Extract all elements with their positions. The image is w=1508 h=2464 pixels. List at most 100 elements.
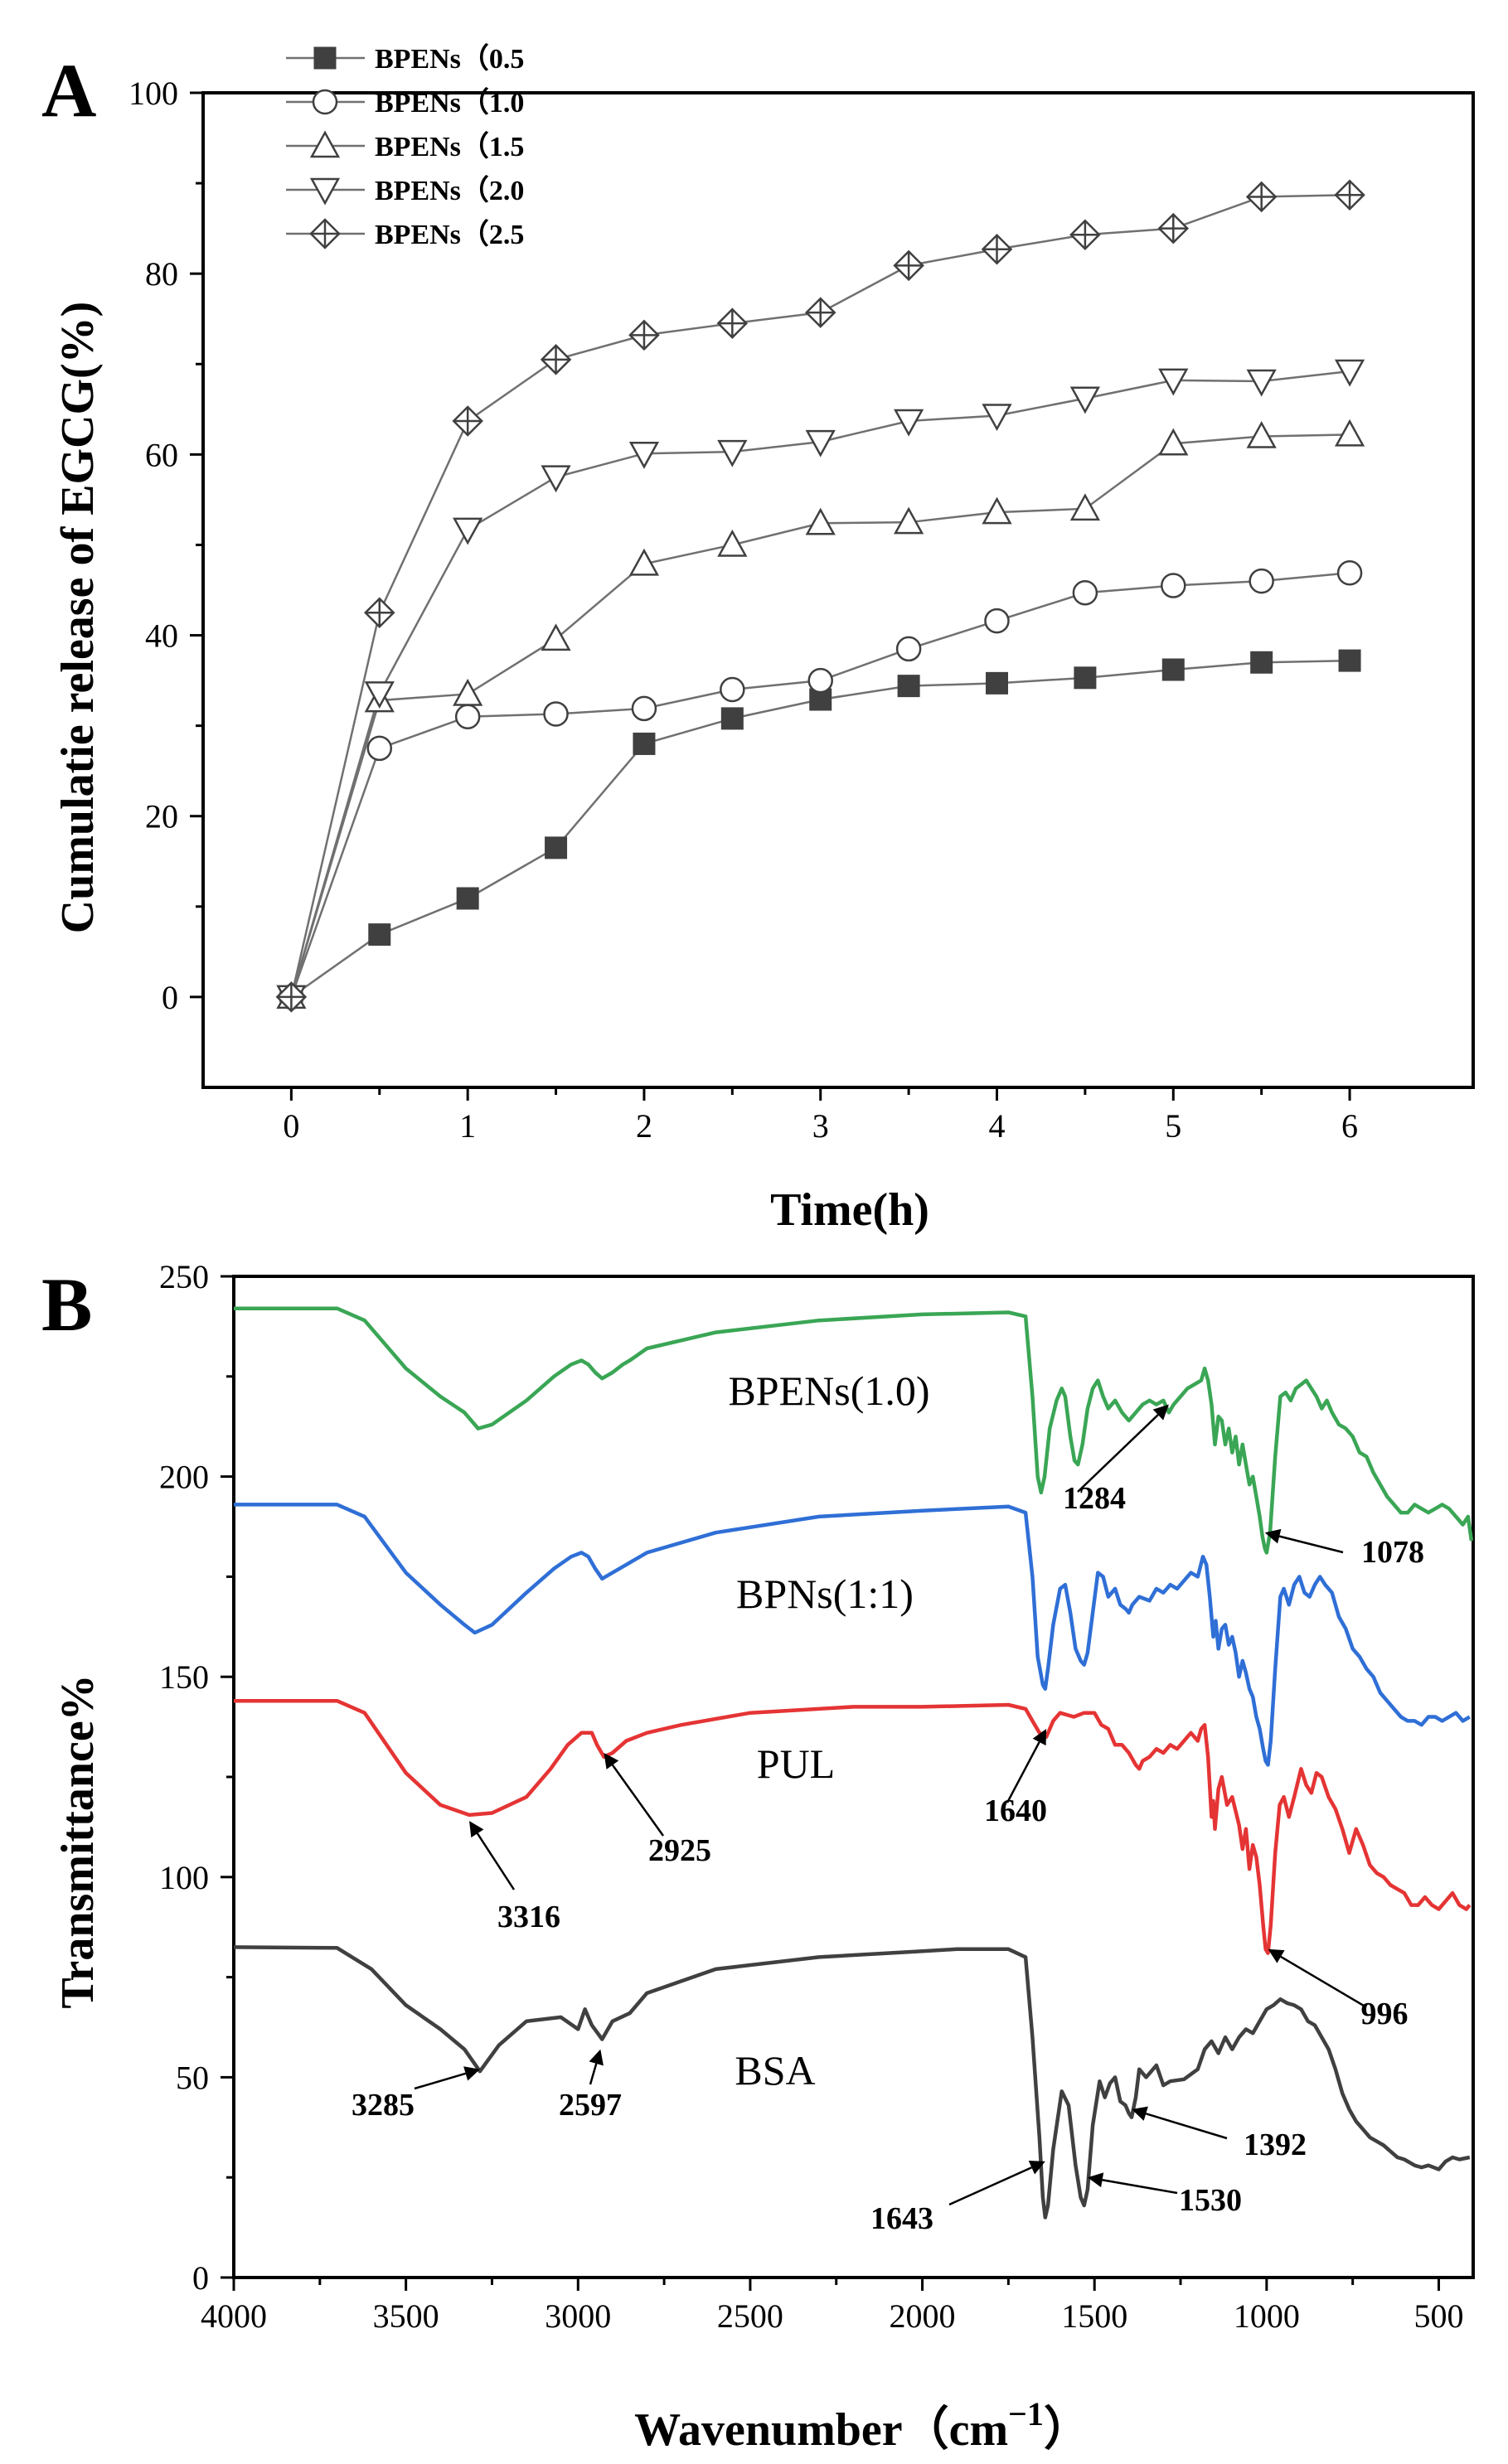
data-point: [454, 704, 481, 729]
y-tick-label: 100: [128, 75, 178, 112]
peak-arrow: [611, 1764, 665, 1837]
series-line: [234, 1698, 1472, 1955]
peak-label: 1643: [870, 2201, 933, 2236]
data-point: [1250, 651, 1273, 674]
data-point: [309, 130, 341, 158]
peak-arrow: [1278, 1535, 1344, 1554]
peak-arrow: [1102, 2179, 1178, 2195]
peak-arrow: [948, 2166, 1032, 2206]
peak-label: 1530: [1179, 2183, 1242, 2218]
data-point: [453, 678, 483, 706]
data-point: [543, 701, 569, 727]
data-point: [1246, 369, 1277, 397]
data-point: [313, 46, 337, 70]
data-point: [275, 981, 308, 1013]
y-tick-label: 40: [145, 617, 178, 655]
peak-label: 3285: [352, 2088, 415, 2123]
peak-annotation: 3285: [352, 2066, 480, 2123]
legend-label: BPENs（2.5: [375, 218, 524, 250]
data-point: [309, 177, 341, 206]
data-point: [1161, 658, 1185, 681]
data-point: [982, 404, 1012, 432]
plot-a-series: [275, 179, 1365, 1013]
peak-label: 1640: [984, 1794, 1047, 1828]
data-point: [1069, 493, 1101, 521]
x-tick-label: 4000: [201, 2297, 267, 2335]
y-tick-label: 20: [145, 798, 178, 835]
data-point: [633, 732, 656, 755]
data-point: [1334, 179, 1365, 211]
series-line: [290, 659, 1350, 998]
plot-a-y-axis-title: Cumulatie release of EGCG(%): [52, 302, 104, 934]
data-point: [720, 707, 744, 730]
peak-label: 3316: [497, 1900, 560, 1934]
y-tick-label: 60: [145, 436, 178, 473]
peak-arrowhead: [1132, 2106, 1148, 2121]
y-tick-label: 250: [159, 1258, 209, 1295]
data-point: [982, 496, 1012, 525]
peak-label: 1284: [1063, 1481, 1126, 1516]
series-line: [290, 572, 1350, 998]
plot-b-annotations: BPENs(1.0) BPNs(1:1) PUL BSA 1284 1078 1640 292…: [352, 1368, 1424, 2236]
peak-arrowhead: [1032, 1729, 1047, 1746]
peak-arrowhead: [1268, 1948, 1285, 1963]
peak-arrowhead: [469, 1821, 484, 1838]
peak-arrowhead: [1028, 2161, 1045, 2175]
peak-annotation: 1078: [1264, 1528, 1424, 1570]
plot-b-x-axis-title-main: Wavenumber（cm: [634, 2403, 1008, 2456]
data-point: [1334, 359, 1365, 387]
y-tick-label: 80: [145, 255, 178, 293]
y-tick-label: 150: [159, 1658, 209, 1696]
x-tick-label: 0: [283, 1107, 299, 1145]
peak-arrowhead: [463, 2066, 480, 2081]
series-label: BSA: [735, 2047, 815, 2094]
x-tick-label: 3000: [545, 2297, 611, 2335]
series-label: PUL: [757, 1740, 835, 1787]
legend-label: BPENs（1.5: [375, 130, 524, 162]
data-point: [309, 218, 341, 249]
x-tick-label: 3500: [373, 2297, 439, 2335]
peak-arrow: [476, 1832, 516, 1890]
peak-annotation: 2925: [604, 1753, 711, 1868]
legend-label: BPENs（1.0: [375, 86, 524, 119]
panel-b: B 4000 3500 3000 2500 2000 1500 1000 500 0 50 100 1…: [41, 1258, 1475, 2456]
peak-arrow: [414, 2072, 467, 2090]
plot-a-legend: BPENs（0.5 BPENs（1.0 BPENs（1.5 BPENs（2.0 BPEN…: [286, 42, 524, 250]
data-point: [628, 319, 660, 351]
y-tick-label: 0: [162, 979, 178, 1016]
peak-label: 996: [1361, 1997, 1409, 2031]
data-point: [984, 608, 1010, 634]
data-point: [1072, 580, 1098, 606]
data-point: [1246, 420, 1277, 448]
data-point: [312, 89, 338, 115]
x-tick-label: 1500: [1061, 2297, 1127, 2335]
y-tick-label: 50: [176, 2059, 209, 2096]
data-point: [807, 667, 833, 694]
series-line: [234, 1503, 1471, 1767]
peak-arrowhead: [1152, 1404, 1169, 1421]
peak-label: 1392: [1244, 2128, 1307, 2162]
plot-b-x-axis-title-close: ）: [1044, 2403, 1090, 2456]
data-point: [364, 681, 395, 709]
data-point: [804, 297, 836, 328]
series-label: BPNs(1:1): [736, 1571, 914, 1617]
data-point: [1245, 181, 1278, 213]
data-point: [1074, 666, 1097, 690]
x-tick-label: 5: [1165, 1107, 1181, 1145]
data-point: [628, 548, 660, 576]
x-tick-label: 1000: [1234, 2297, 1300, 2335]
y-tick-label: 200: [159, 1459, 209, 1496]
x-tick-label: 1: [459, 1107, 476, 1145]
plot-b-y-axis-title: Transmittance%: [52, 1674, 104, 2008]
data-point: [981, 233, 1013, 265]
legend-label: BPENs（2.0: [375, 174, 524, 206]
x-tick-label: 500: [1413, 2297, 1463, 2335]
panel-letter-a: A: [41, 48, 96, 133]
data-point: [1158, 368, 1189, 396]
data-point: [541, 465, 571, 493]
peak-label: 2597: [559, 2088, 622, 2123]
data-point: [720, 676, 745, 703]
data-point: [1158, 428, 1189, 456]
data-point: [716, 307, 749, 339]
